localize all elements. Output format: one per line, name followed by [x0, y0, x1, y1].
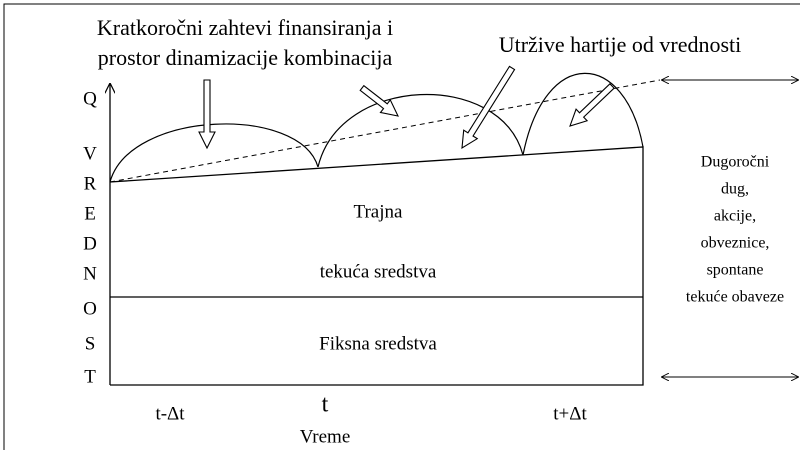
- callout-arrow: [359, 84, 399, 117]
- callout-arrow: [461, 65, 516, 150]
- callout-arrows: [198, 65, 615, 150]
- callout-arrow: [569, 83, 615, 127]
- title: Kratkoročni zahtevi finansiranja i: [97, 15, 393, 40]
- securities-label: Utržive hartije od vrednosti: [499, 32, 742, 57]
- financing-label: akcije,: [714, 208, 756, 225]
- financing-label: obveznice,: [701, 235, 770, 252]
- region-label: Fiksna sredstva: [319, 333, 437, 354]
- y-axis-letter: R: [84, 173, 97, 194]
- x-label: t: [322, 392, 329, 418]
- y-axis-letter: N: [83, 263, 97, 284]
- y-axis-letter: S: [85, 333, 96, 354]
- region-label: Trajna: [354, 201, 403, 222]
- title: prostor dinamizacije kombinacija: [98, 45, 393, 70]
- region-label: tekuća sredstva: [320, 261, 437, 282]
- y-axis-letter: E: [84, 203, 96, 224]
- x-axis-title: Vreme: [300, 426, 351, 447]
- x-label: t+Δt: [553, 403, 587, 424]
- y-axis-letter: D: [83, 233, 97, 254]
- hump: [522, 72, 644, 156]
- hump: [317, 93, 524, 168]
- y-axis-top: Q: [83, 88, 97, 109]
- financing-label: dug,: [721, 181, 749, 198]
- financing-label: spontane: [707, 262, 764, 279]
- y-axis-letter: V: [83, 143, 97, 164]
- y-axis-letter: T: [84, 366, 96, 387]
- financing-label: tekuće obaveze: [686, 289, 784, 306]
- dashed-line: [109, 79, 661, 183]
- callout-arrow: [198, 79, 216, 150]
- frame: [3, 3, 800, 450]
- financing-label: Dugoročni: [701, 154, 770, 171]
- y-axis-letter: O: [83, 298, 97, 319]
- main-area: [109, 146, 644, 386]
- x-label: t-Δt: [155, 403, 185, 424]
- hump: [109, 123, 319, 183]
